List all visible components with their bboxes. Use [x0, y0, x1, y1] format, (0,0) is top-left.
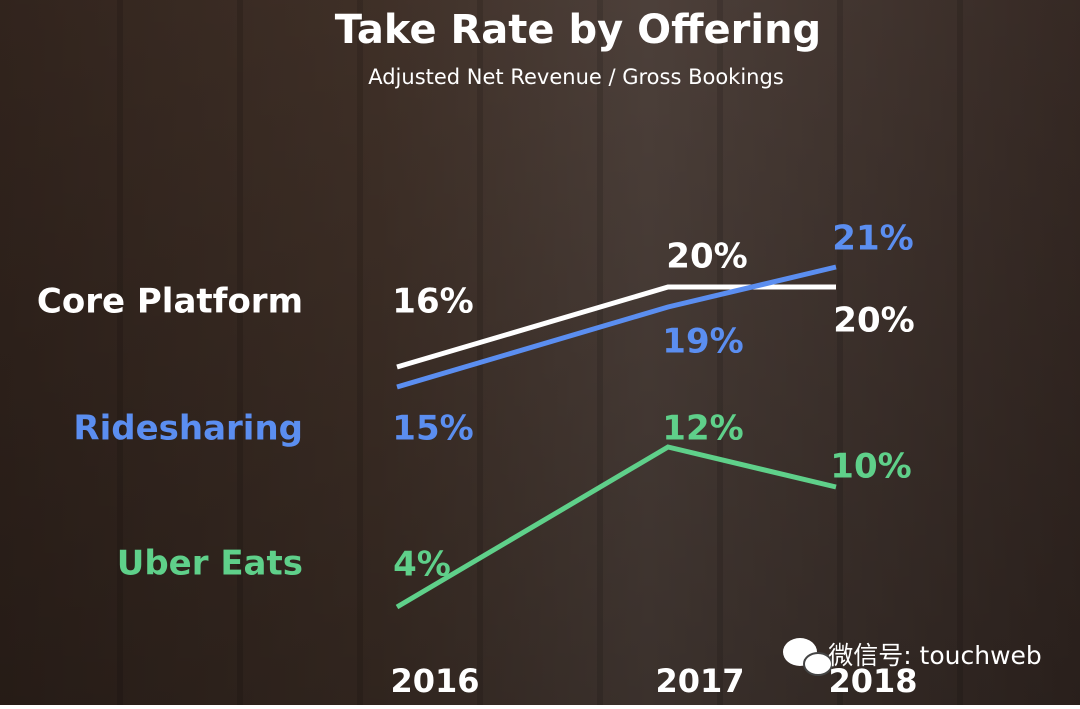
data-label: 16%	[392, 282, 473, 322]
legend-entry: Core Platform	[37, 282, 303, 322]
legend-entry: Uber Eats	[117, 544, 303, 584]
wechat-icon	[783, 638, 833, 676]
data-label: 19%	[662, 322, 743, 362]
chart-title: Take Rate by Offering	[335, 7, 821, 53]
data-label: 20%	[833, 301, 914, 341]
legend-entry: Ridesharing	[73, 409, 303, 449]
x-tick-label: 2016	[390, 662, 479, 700]
series-line	[395, 444, 837, 610]
data-label: 20%	[666, 237, 747, 277]
x-tick-label: 2017	[655, 662, 744, 700]
data-label: 15%	[392, 409, 473, 449]
data-label: 21%	[832, 219, 913, 259]
data-label: 12%	[662, 409, 743, 449]
series-line	[396, 264, 837, 390]
data-label: 10%	[830, 447, 911, 487]
series-line	[396, 284, 836, 370]
data-label: 4%	[393, 545, 451, 585]
watermark: 微信号: touchweb	[828, 641, 1042, 670]
x-tick-label: 2018	[828, 662, 917, 700]
chart-subtitle: Adjusted Net Revenue / Gross Bookings	[368, 65, 784, 89]
